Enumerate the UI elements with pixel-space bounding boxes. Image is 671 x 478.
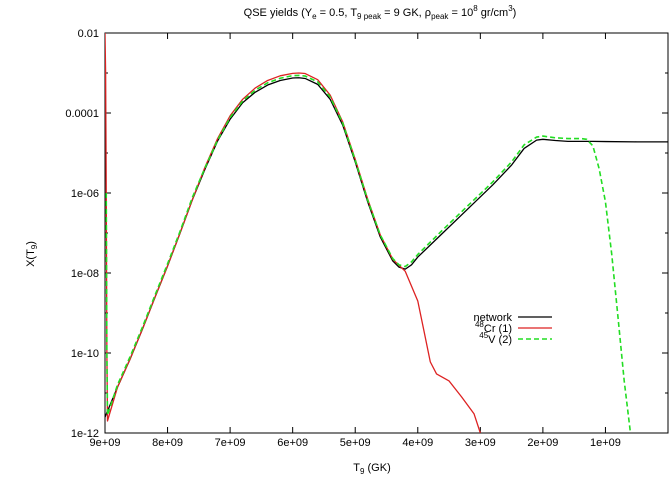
x-tick-label: 7e+09 xyxy=(215,437,246,449)
legend-label: network xyxy=(473,312,512,324)
legend-label: 48Cr (1) xyxy=(475,320,512,335)
y-tick-label: 1e-10 xyxy=(71,348,99,360)
plot-frame xyxy=(104,32,669,434)
y-tick-label: 0.0001 xyxy=(65,108,99,120)
x-tick-label: 9e+09 xyxy=(90,437,121,449)
chart-title: QSE yields (Ye = 0.5, T9 peak = 9 GK, ρp… xyxy=(244,4,517,21)
series-line-3 xyxy=(105,74,632,433)
y-axis-label: X(T9) xyxy=(25,241,39,267)
y-tick-label: 1e-06 xyxy=(71,188,99,200)
series-line-2 xyxy=(105,33,481,433)
y-tick-label: 0.01 xyxy=(78,28,99,40)
x-tick-label: 2e+09 xyxy=(527,437,558,449)
legend-label: 45V (2) xyxy=(479,331,512,346)
x-axis-label: T9 (GK) xyxy=(353,462,390,476)
y-tick-label: 1e-08 xyxy=(71,268,99,280)
y-axis-ticks: 1e-12 1e-10 1e-08 1e-06 0.0001 0.01 xyxy=(65,28,668,440)
x-axis-ticks: 9e+09 8e+09 7e+09 6e+09 5e+09 4e+09 3e+09 2e+09… xyxy=(90,33,621,449)
y-tick-label: 1e-12 xyxy=(71,428,99,440)
x-tick-label: 6e+09 xyxy=(277,437,308,449)
x-tick-label: 8e+09 xyxy=(152,437,183,449)
x-tick-label: 3e+09 xyxy=(465,437,496,449)
x-tick-label: 5e+09 xyxy=(340,437,371,449)
plot-area: 9e+09 8e+09 7e+09 6e+09 5e+09 4e+09 3e+09 2e+09… xyxy=(65,28,669,449)
series-lines xyxy=(105,33,668,433)
x-tick-label: 4e+09 xyxy=(402,437,433,449)
x-tick-label: 1e+09 xyxy=(590,437,621,449)
